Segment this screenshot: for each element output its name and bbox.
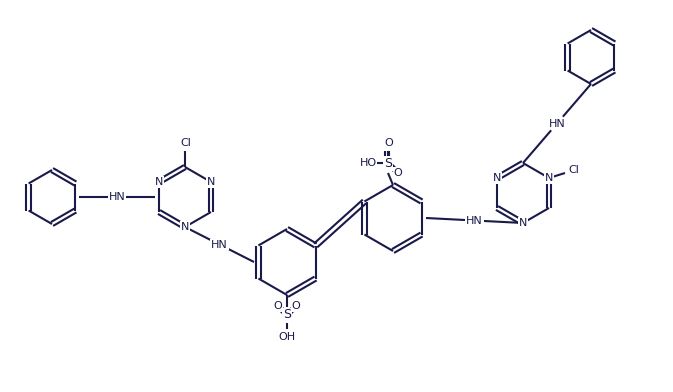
Text: O: O: [394, 168, 402, 178]
Text: HN: HN: [548, 118, 565, 129]
Text: O: O: [385, 138, 394, 148]
Text: N: N: [181, 222, 189, 232]
Text: OH: OH: [279, 332, 295, 342]
Text: HO: HO: [359, 158, 377, 168]
Text: S: S: [384, 156, 392, 169]
Text: HN: HN: [466, 216, 483, 225]
Text: Cl: Cl: [569, 165, 579, 175]
Text: O: O: [292, 301, 301, 311]
Text: S: S: [283, 309, 291, 321]
Text: N: N: [207, 177, 215, 187]
Text: N: N: [519, 218, 527, 228]
Text: HN: HN: [211, 240, 228, 249]
Text: HN: HN: [108, 192, 125, 202]
Text: Cl: Cl: [180, 138, 191, 148]
Text: N: N: [493, 173, 501, 183]
Text: N: N: [544, 173, 553, 183]
Text: N: N: [155, 177, 164, 187]
Text: O: O: [273, 301, 282, 311]
